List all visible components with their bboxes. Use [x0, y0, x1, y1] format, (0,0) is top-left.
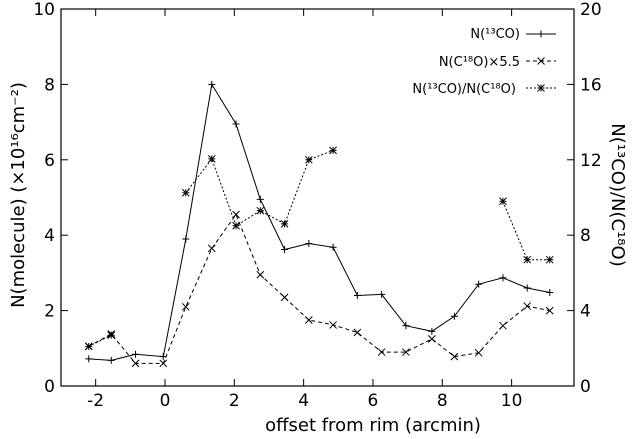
- series-line-ratio: [502, 201, 550, 261]
- y-left-tick-label: 4: [44, 226, 55, 246]
- data-point-13co: [107, 356, 115, 364]
- data-point-13co: [450, 312, 458, 320]
- data-point-ratio: [256, 206, 265, 215]
- data-point-13co: [256, 195, 264, 203]
- data-point-13co: [85, 355, 93, 363]
- data-point-c18o: [545, 306, 554, 315]
- data-point-ratio: [232, 221, 240, 230]
- data-point-c18o: [304, 316, 313, 324]
- y-left-tick-label: 2: [44, 302, 55, 322]
- y-right-tick-label: 8: [580, 226, 591, 246]
- data-point-ratio: [523, 255, 532, 264]
- series-line-ratio: [88, 334, 112, 347]
- data-point-c18o: [499, 321, 507, 330]
- data-point-c18o: [450, 352, 459, 361]
- y-axis-title-right: N(¹³CO)/N(C¹⁸O): [607, 123, 628, 266]
- data-point-c18o: [402, 348, 410, 356]
- data-point-13co: [546, 289, 554, 297]
- data-point-13co: [232, 120, 240, 128]
- data-point-c18o: [256, 270, 265, 279]
- y-right-tick-label: 12: [580, 151, 602, 171]
- data-point-13co: [353, 292, 361, 300]
- data-point-13co: [132, 350, 140, 358]
- data-point-c18o: [353, 328, 362, 337]
- data-point-ratio: [181, 188, 190, 197]
- y-right-tick-label: 16: [580, 75, 602, 95]
- data-point-c18o: [523, 302, 532, 310]
- legend-label-ratio: N(¹³CO)/N(C¹⁸O): [412, 82, 516, 97]
- data-point-13co: [305, 239, 313, 247]
- y-left-tick-label: 0: [44, 377, 55, 397]
- x-tick-label: 0: [160, 391, 171, 411]
- series-line-13co: [88, 82, 550, 361]
- data-point-c18o: [131, 359, 140, 368]
- data-point-13co: [378, 290, 386, 298]
- data-point-ratio: [280, 220, 289, 228]
- data-point-ratio: [84, 342, 93, 351]
- data-point-13co: [182, 235, 190, 243]
- series-line-c18o: [88, 213, 550, 364]
- y-right-tick-label: 0: [580, 377, 591, 397]
- data-point-c18o: [181, 302, 190, 311]
- x-tick-label: 6: [368, 391, 379, 411]
- legend-label-c18o: N(C¹⁸O)×5.5: [439, 55, 520, 70]
- x-tick-label: -2: [87, 391, 104, 411]
- legend-marker-13co: [537, 30, 545, 38]
- data-point-c18o: [428, 335, 436, 343]
- data-point-13co: [499, 274, 507, 282]
- data-point-13co: [428, 327, 436, 335]
- data-point-c18o: [329, 321, 337, 329]
- plot-frame: [60, 8, 575, 387]
- data-point-c18o: [159, 359, 168, 368]
- data-point-c18o: [377, 348, 386, 356]
- y-right-tick-label: 4: [580, 302, 591, 322]
- data-point-13co: [402, 322, 410, 330]
- x-tick-label: 10: [501, 391, 523, 411]
- data-point-c18o: [232, 210, 240, 219]
- data-point-ratio: [304, 155, 313, 164]
- data-point-ratio: [329, 146, 337, 155]
- x-tick-label: 8: [437, 391, 448, 411]
- legend-marker-ratio: [537, 84, 545, 92]
- data-point-c18o: [207, 244, 216, 253]
- x-tick-label: 2: [229, 391, 240, 411]
- data-point-13co: [523, 284, 531, 292]
- data-point-c18o: [280, 293, 289, 302]
- y-right-tick-label: 20: [580, 0, 602, 20]
- x-axis-title: offset from rim (arcmin): [265, 415, 481, 436]
- y-axis-title-left: N(molecule) (×10¹⁶cm⁻²): [8, 82, 29, 308]
- legend: N(¹³CO) N(C¹⁸O)×5.5 N(¹³CO)/N(C¹⁸O): [412, 27, 520, 97]
- data-point-ratio: [545, 255, 554, 264]
- data-point-c18o: [474, 348, 483, 357]
- legend-label-13co: N(¹³CO): [470, 27, 520, 42]
- data-point-13co: [475, 280, 483, 288]
- data-point-ratio: [499, 197, 507, 206]
- y-left-tick-label: 6: [44, 151, 55, 171]
- legend-marker-c18o: [537, 57, 545, 65]
- data-point-13co: [329, 243, 337, 251]
- data-point-ratio: [107, 331, 116, 339]
- x-tick-label: 4: [298, 391, 309, 411]
- data-point-ratio: [207, 155, 216, 163]
- data-point-13co: [281, 246, 289, 254]
- y-left-tick-label: 10: [33, 0, 55, 20]
- y-left-tick-label: 8: [44, 75, 55, 95]
- data-point-13co: [208, 80, 216, 88]
